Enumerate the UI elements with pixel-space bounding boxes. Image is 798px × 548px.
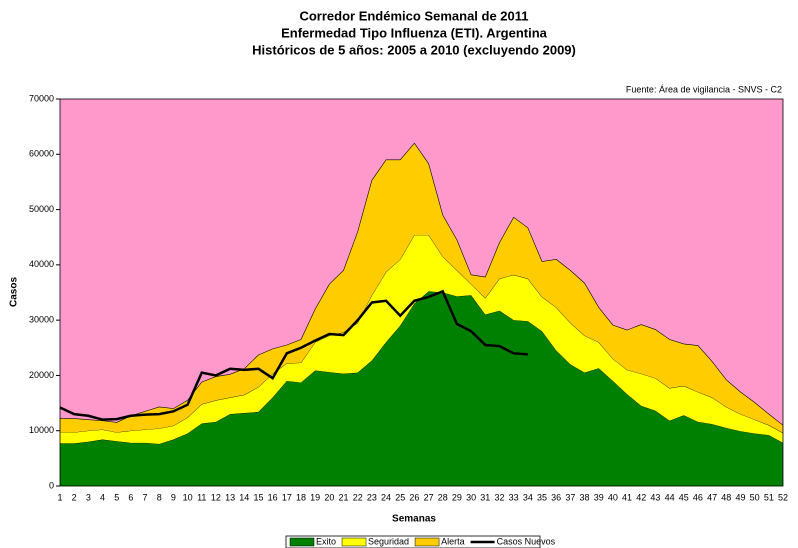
plot-border [59,98,784,487]
x-tick-label: 45 [679,492,689,502]
x-tick-label: 28 [438,492,448,502]
x-tick-label: 11 [197,492,206,502]
x-tick-label: 19 [310,492,320,502]
x-tick-label: 2 [72,492,77,502]
x-tick-label: 1 [57,492,62,502]
x-tick-label: 18 [296,492,306,502]
x-tick-label: 23 [367,492,377,502]
x-tick-label: 20 [324,492,334,502]
x-tick-label: 42 [636,492,646,502]
x-tick-label: 31 [480,492,490,502]
x-tick-label: 36 [551,492,561,502]
y-tick-label: 70000 [29,93,54,103]
y-tick-label: 50000 [29,204,54,214]
x-tick-label: 26 [409,492,419,502]
x-tick-label: 47 [707,492,717,502]
x-tick-label: 43 [650,492,660,502]
x-tick-label: 25 [395,492,405,502]
x-tick-label: 22 [353,492,363,502]
chart-title: Enfermedad Tipo Influenza (ETI). Argenti… [281,25,548,40]
x-tick-label: 14 [239,492,249,502]
x-tick-label: 10 [183,492,193,502]
x-tick-label: 49 [735,492,745,502]
x-tick-label: 6 [128,492,133,502]
legend-label: Exito [316,536,336,546]
chart-title: Históricos de 5 años: 2005 a 2010 (exclu… [252,42,576,57]
line [59,289,528,421]
x-tick-label: 39 [594,492,604,502]
y-tick-label: 30000 [29,315,54,325]
x-tick-label: 3 [86,492,91,502]
legend-swatch [414,537,440,547]
legend: Exito Seguridad Alerta Casos Nuevos [285,535,556,548]
x-tick-label: 21 [339,492,349,502]
x-tick-label: 44 [665,492,675,502]
x-tick-label: 38 [580,492,590,502]
y-tick-label: 60000 [29,149,54,159]
x-tick-label: 35 [537,492,547,502]
area-edge [60,142,784,426]
x-tick-label: 9 [171,492,176,502]
y-axis-title: Casos [9,277,20,307]
x-tick-label: 17 [282,492,292,502]
legend-label: Casos Nuevos [497,536,556,546]
x-tick-label: 40 [608,492,618,502]
x-tick-label: 52 [778,492,788,502]
x-tick-label: 15 [253,492,263,502]
x-tick-label: 4 [100,492,105,502]
source-note: Fuente: Área de vigilancia - SNVS - C2 [626,84,782,94]
x-axis-title: Semanas [392,514,436,525]
x-tick-label: 30 [466,492,476,502]
x-tick-label: 50 [750,492,760,502]
x-tick-label: 33 [509,492,519,502]
y-tick-label: 10000 [29,425,54,435]
y-tick-label: 20000 [29,370,54,380]
x-tick-label: 34 [523,492,533,502]
x-tick-label: 7 [143,492,148,502]
legend-label: Alerta [441,536,465,546]
x-tick-label: 32 [494,492,504,502]
x-tick-label: 12 [211,492,221,502]
x-tick-label: 8 [157,492,162,502]
x-tick-label: 16 [268,492,278,502]
x-tick-label: 48 [721,492,731,502]
legend-swatch [289,537,315,547]
x-tick-label: 29 [452,492,462,502]
y-tick-label: 0 [49,480,54,490]
x-tick-label: 5 [114,492,119,502]
legend-label: Seguridad [368,536,409,546]
chart-title: Corredor Endémico Semanal de 2011 [299,8,528,23]
x-tick-label: 51 [764,492,774,502]
x-tick-label: 41 [622,492,632,502]
area [60,235,783,444]
x-tick-label: 37 [565,492,575,502]
x-tick-label: 13 [225,492,235,502]
x-tick-label: 24 [381,492,391,502]
y-tick-label: 40000 [29,259,54,269]
area [60,143,783,433]
legend-swatch [341,537,367,547]
x-tick-label: 27 [424,492,434,502]
x-tick-label: 46 [693,492,703,502]
area [60,291,783,486]
